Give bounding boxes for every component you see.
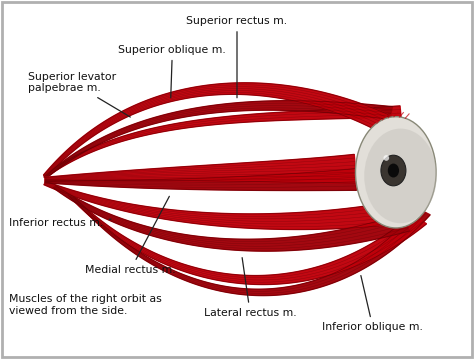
Text: Superior rectus m.: Superior rectus m. — [186, 16, 288, 98]
Ellipse shape — [381, 155, 406, 186]
Text: Superior levator
palpebrae m.: Superior levator palpebrae m. — [28, 72, 130, 117]
Polygon shape — [53, 186, 410, 251]
Text: Inferior rectus m.: Inferior rectus m. — [9, 218, 111, 228]
Text: Superior oblique m.: Superior oblique m. — [118, 45, 226, 98]
Ellipse shape — [364, 129, 437, 223]
Text: Lateral rectus m.: Lateral rectus m. — [204, 258, 296, 318]
Text: Medial rectus m.: Medial rectus m. — [85, 196, 176, 275]
Polygon shape — [45, 154, 357, 183]
Polygon shape — [68, 193, 427, 285]
Polygon shape — [44, 101, 392, 178]
Polygon shape — [44, 182, 379, 229]
Text: Muscles of the right orbit as
viewed from the side.: Muscles of the right orbit as viewed fro… — [9, 294, 162, 316]
Polygon shape — [73, 197, 430, 295]
Ellipse shape — [364, 129, 437, 223]
Polygon shape — [44, 106, 401, 177]
Polygon shape — [45, 169, 356, 191]
Text: Inferior oblique m.: Inferior oblique m. — [322, 276, 423, 332]
Ellipse shape — [383, 155, 389, 161]
Ellipse shape — [388, 164, 399, 177]
Polygon shape — [44, 83, 388, 177]
Ellipse shape — [356, 117, 436, 228]
